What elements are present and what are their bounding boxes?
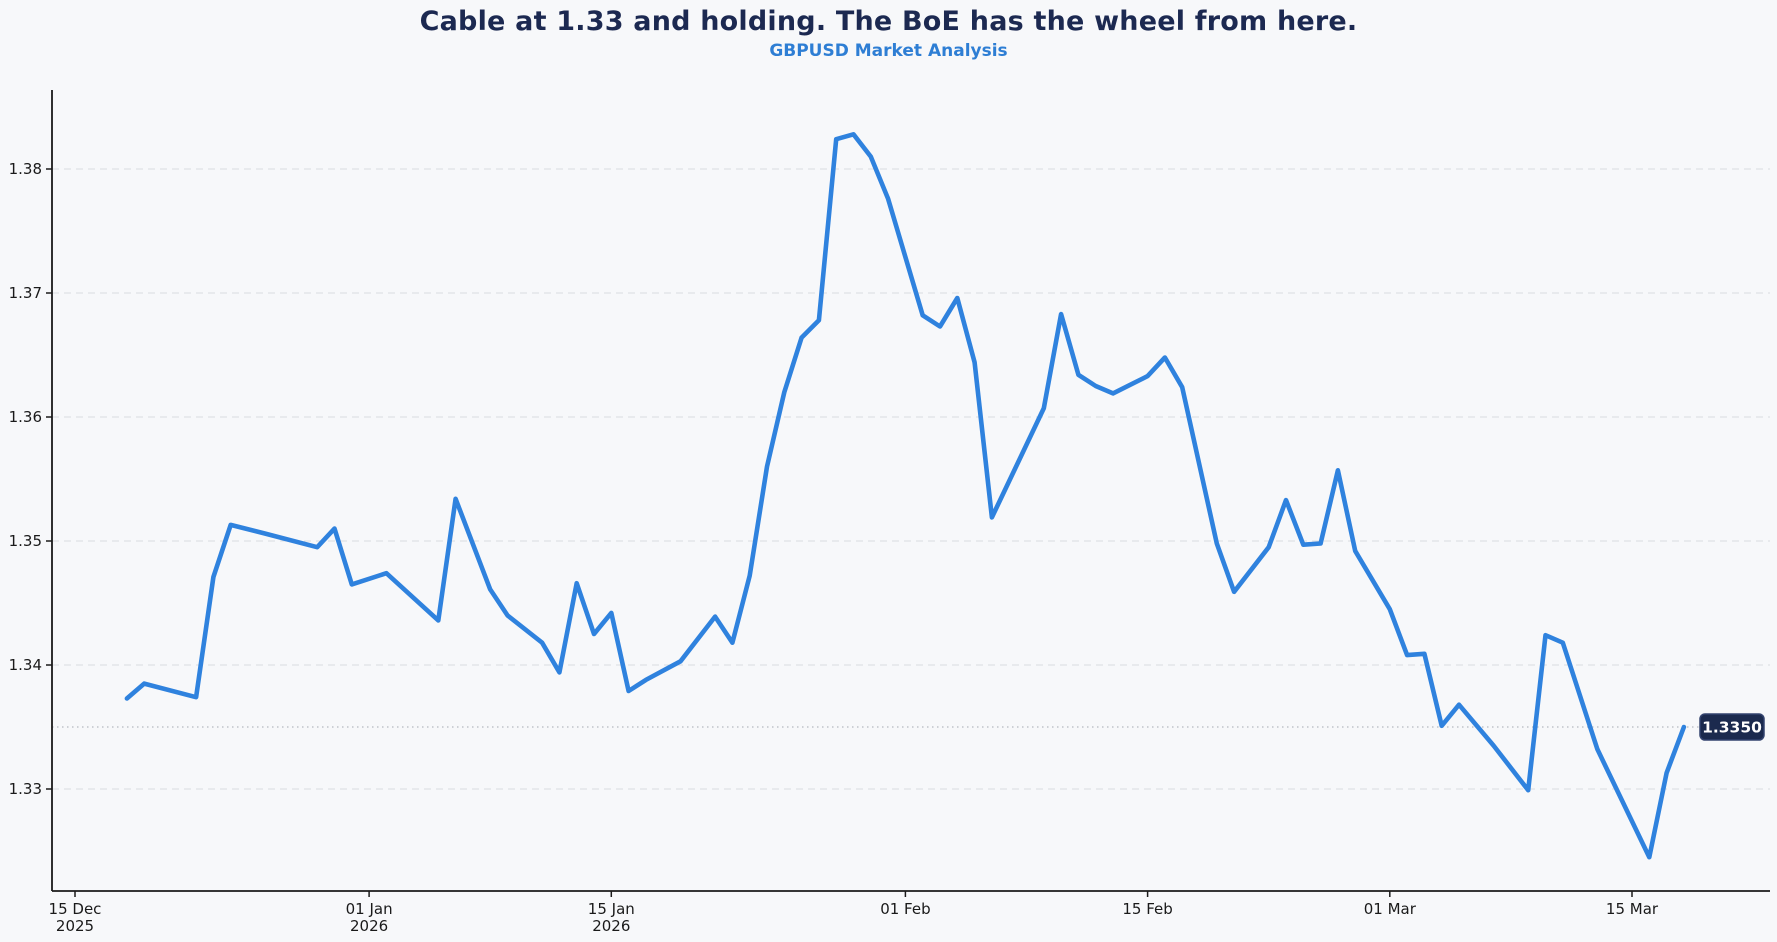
x-tick-label-year: 2026 — [592, 917, 630, 935]
y-tick-label: 1.38 — [9, 160, 42, 178]
x-tick-label: 15 Mar — [1606, 900, 1659, 918]
x-tick-label-year: 2025 — [56, 917, 94, 935]
x-tick-label: 01 Mar — [1364, 900, 1417, 918]
y-axis-ticks-group: 1.33 1.34 1.35 1.36 1.37 1.38 — [9, 160, 52, 798]
x-tick-label: 15 Dec — [49, 900, 102, 918]
y-tick-label: 1.35 — [9, 532, 42, 550]
price-label-text: 1.3350 — [1702, 719, 1762, 737]
y-tick-label: 1.36 — [9, 408, 42, 426]
y-tick-label: 1.37 — [9, 284, 42, 302]
gridlines-group — [52, 168, 1770, 790]
x-tick-label: 01 Jan — [346, 900, 393, 918]
y-tick-label: 1.33 — [9, 780, 42, 798]
price-line — [124, 132, 1687, 860]
x-tick-label-year: 2026 — [350, 917, 388, 935]
x-tick-label: 15 Jan — [588, 900, 635, 918]
x-tick-label: 15 Feb — [1122, 900, 1172, 918]
x-tick-label: 01 Feb — [880, 900, 930, 918]
y-tick-label: 1.34 — [9, 656, 42, 674]
price-label-box — [1699, 713, 1765, 741]
